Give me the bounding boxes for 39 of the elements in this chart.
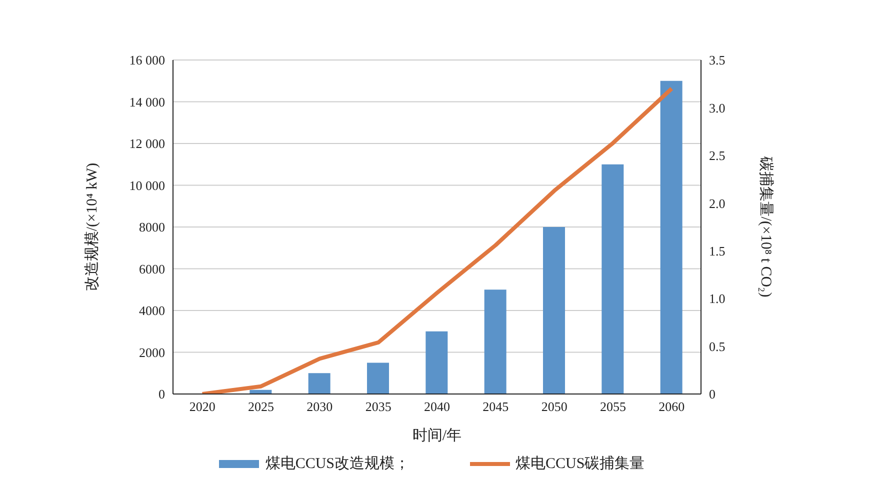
x-tick-label: 2025 <box>248 399 274 414</box>
y2-tick-label: 2.0 <box>709 196 726 211</box>
bar <box>484 290 506 394</box>
bar <box>367 362 389 394</box>
x-axis-title: 时间/年 <box>412 427 462 444</box>
bar <box>602 164 624 394</box>
y2-tick-label: 3.5 <box>709 52 726 68</box>
y-tick-label: 14 000 <box>129 94 165 110</box>
y-tick-label: 10 000 <box>129 178 165 193</box>
y-tick-label: 8000 <box>139 220 165 235</box>
bar <box>543 227 565 394</box>
x-tick-label: 2020 <box>189 399 216 414</box>
x-tick-label: 2035 <box>365 399 392 414</box>
bar <box>426 331 448 394</box>
bar <box>660 80 682 394</box>
y2-tick-label: 0 <box>709 386 716 402</box>
y-tick-label: 0 <box>158 386 165 402</box>
y-tick-label: 4000 <box>139 303 165 318</box>
y-tick-label: 16 000 <box>129 52 165 68</box>
x-tick-label: 2030 <box>306 399 333 414</box>
x-tick-label: 2045 <box>482 399 509 414</box>
y2-tick-label: 1.5 <box>709 243 726 258</box>
y2-tick-label: 2.5 <box>709 148 726 164</box>
y2-tick-label: 1.0 <box>709 291 726 306</box>
y2-tick-label: 3.0 <box>709 100 726 116</box>
legend-label: 煤电CCUS改造规模； <box>265 454 410 473</box>
x-tick-label: 2040 <box>424 399 450 414</box>
x-tick-label: 2055 <box>600 399 626 414</box>
y-tick-label: 6000 <box>139 261 165 276</box>
line-series <box>200 86 674 394</box>
legend-label: 煤电CCUS碳捕集量 <box>516 454 645 473</box>
bar <box>308 373 330 394</box>
x-tick-label: 2060 <box>658 399 685 414</box>
y-tick-label: 2000 <box>139 344 165 360</box>
y-tick-label: 12 000 <box>129 136 165 152</box>
y2-axis-title: 碳捕集量/(×10⁸ t CO₂) <box>758 156 775 298</box>
y-axis-title: 改造规模/(×10⁴ kW) <box>83 162 100 292</box>
x-tick-label: 2050 <box>541 399 568 414</box>
y2-tick-label: 0.5 <box>709 338 726 354</box>
